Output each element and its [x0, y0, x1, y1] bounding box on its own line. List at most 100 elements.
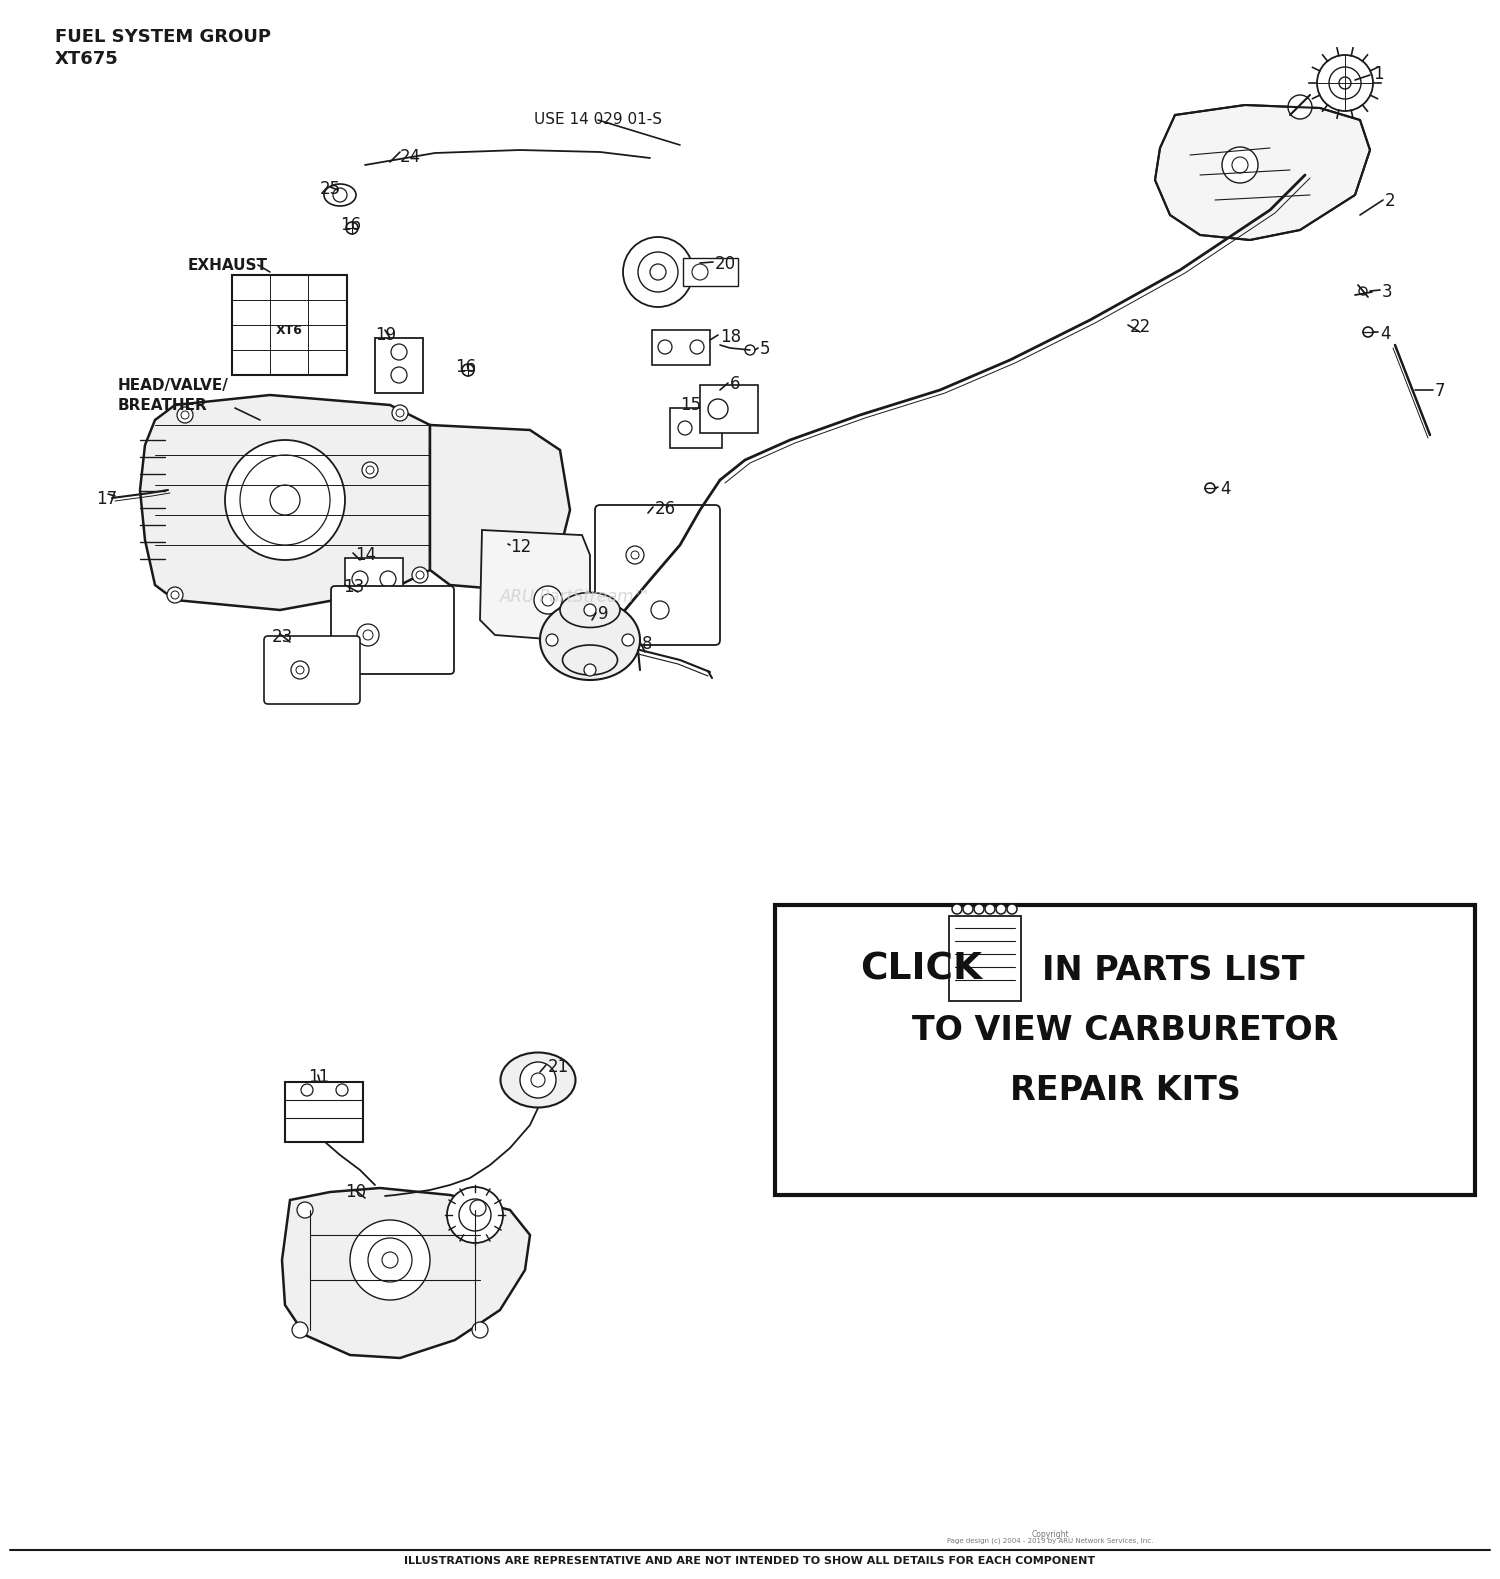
Circle shape — [546, 635, 558, 646]
Text: HEAD/VALVE/: HEAD/VALVE/ — [118, 377, 230, 393]
Circle shape — [651, 602, 669, 619]
Circle shape — [225, 441, 345, 561]
Text: 7: 7 — [1436, 382, 1446, 399]
Text: 24: 24 — [400, 148, 422, 166]
Polygon shape — [140, 395, 430, 609]
Text: 17: 17 — [96, 489, 117, 508]
Circle shape — [1007, 905, 1017, 914]
Circle shape — [357, 624, 380, 646]
Text: 21: 21 — [548, 1058, 570, 1075]
Circle shape — [416, 572, 424, 579]
Text: 25: 25 — [320, 180, 340, 197]
Circle shape — [638, 253, 678, 292]
Circle shape — [1329, 66, 1360, 99]
Circle shape — [542, 594, 554, 606]
Text: 26: 26 — [656, 501, 676, 518]
Text: 1: 1 — [1372, 65, 1383, 84]
Circle shape — [302, 1085, 313, 1096]
FancyBboxPatch shape — [332, 586, 454, 674]
Ellipse shape — [560, 592, 620, 627]
Circle shape — [1364, 327, 1372, 336]
Circle shape — [1204, 483, 1215, 493]
Circle shape — [986, 905, 994, 914]
Circle shape — [296, 526, 304, 534]
Circle shape — [352, 572, 368, 587]
Circle shape — [472, 1322, 488, 1337]
Circle shape — [413, 567, 428, 583]
Circle shape — [368, 1238, 413, 1282]
Ellipse shape — [501, 1053, 576, 1107]
Text: 2: 2 — [1384, 193, 1395, 210]
Text: 13: 13 — [344, 578, 364, 595]
Text: 14: 14 — [356, 546, 376, 564]
Ellipse shape — [562, 644, 618, 674]
Circle shape — [392, 344, 406, 360]
Circle shape — [470, 1200, 486, 1216]
Circle shape — [333, 188, 346, 202]
Circle shape — [346, 223, 358, 234]
Circle shape — [1340, 77, 1352, 88]
Text: BREATHER: BREATHER — [118, 398, 207, 414]
Bar — [682, 257, 738, 286]
Bar — [670, 407, 722, 448]
Circle shape — [392, 404, 408, 422]
Bar — [652, 330, 710, 365]
Circle shape — [1359, 287, 1366, 295]
Circle shape — [177, 407, 194, 423]
Circle shape — [291, 662, 309, 679]
Bar — [285, 1082, 363, 1142]
Circle shape — [296, 666, 304, 674]
Circle shape — [292, 1322, 308, 1337]
Text: ILLUSTRATIONS ARE REPRESENTATIVE AND ARE NOT INTENDED TO SHOW ALL DETAILS FOR EA: ILLUSTRATIONS ARE REPRESENTATIVE AND ARE… — [405, 1555, 1095, 1566]
Text: EXHAUST: EXHAUST — [188, 257, 268, 273]
Text: IN PARTS LIST: IN PARTS LIST — [1042, 954, 1305, 987]
Circle shape — [974, 905, 984, 914]
Text: ARU PartStream™: ARU PartStream™ — [500, 587, 651, 606]
Circle shape — [366, 466, 374, 474]
Circle shape — [447, 1187, 503, 1243]
Polygon shape — [430, 425, 570, 591]
Bar — [950, 916, 1022, 1001]
Circle shape — [297, 1202, 314, 1217]
Circle shape — [584, 665, 596, 676]
Bar — [375, 338, 423, 393]
Text: 10: 10 — [345, 1183, 366, 1202]
Circle shape — [362, 463, 378, 478]
Circle shape — [626, 546, 644, 564]
Circle shape — [166, 587, 183, 603]
Circle shape — [692, 264, 708, 279]
Bar — [700, 385, 758, 433]
Circle shape — [171, 591, 178, 598]
Circle shape — [396, 409, 404, 417]
Circle shape — [746, 344, 754, 355]
Circle shape — [240, 455, 330, 545]
Circle shape — [658, 339, 672, 354]
FancyBboxPatch shape — [264, 636, 360, 704]
Text: TO VIEW CARBURETOR: TO VIEW CARBURETOR — [912, 1014, 1338, 1047]
Circle shape — [963, 905, 974, 914]
Text: Copyright: Copyright — [1030, 1530, 1069, 1540]
Circle shape — [459, 1198, 490, 1232]
Circle shape — [382, 1252, 398, 1268]
Text: XT675: XT675 — [56, 51, 118, 68]
Ellipse shape — [540, 600, 640, 681]
Circle shape — [380, 572, 396, 587]
Text: FUEL SYSTEM GROUP: FUEL SYSTEM GROUP — [56, 28, 272, 46]
Circle shape — [392, 366, 406, 384]
Text: 23: 23 — [272, 628, 294, 646]
Text: 12: 12 — [510, 538, 531, 556]
Text: 5: 5 — [760, 339, 771, 358]
Circle shape — [462, 365, 474, 376]
Text: 6: 6 — [730, 374, 741, 393]
Circle shape — [1232, 156, 1248, 174]
Circle shape — [292, 447, 308, 463]
Bar — [345, 557, 404, 600]
Polygon shape — [1155, 104, 1370, 240]
Circle shape — [952, 905, 962, 914]
Polygon shape — [282, 1187, 530, 1358]
FancyBboxPatch shape — [596, 505, 720, 644]
Circle shape — [708, 399, 728, 418]
Text: 4: 4 — [1220, 480, 1230, 497]
Circle shape — [363, 630, 374, 639]
Circle shape — [650, 264, 666, 279]
